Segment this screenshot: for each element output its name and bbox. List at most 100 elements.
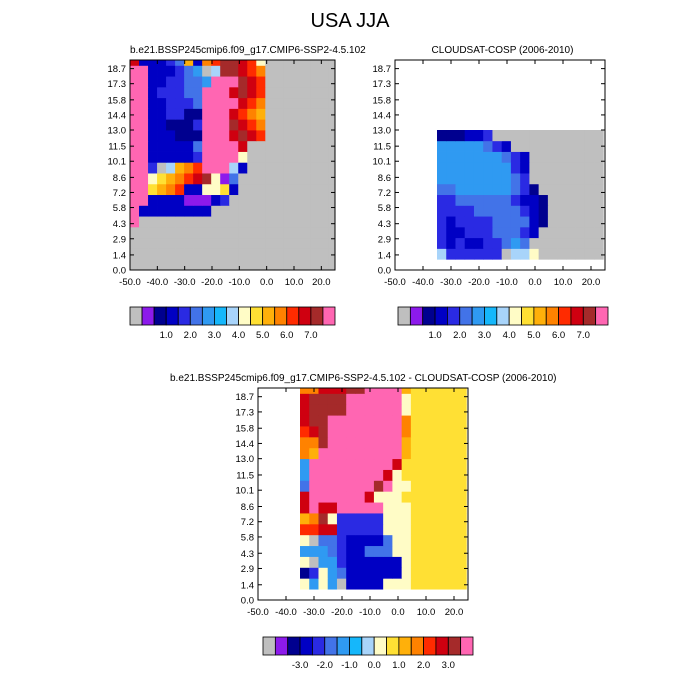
heatmap-cell — [301, 173, 311, 185]
heatmap-cell — [538, 183, 549, 196]
heatmap-cell — [520, 151, 530, 163]
heatmap-cell — [238, 151, 248, 163]
heatmap-cell — [464, 248, 475, 260]
y-tick-label: 18.7 — [373, 64, 392, 75]
heatmap-cell — [547, 162, 558, 174]
heatmap-cell — [392, 458, 403, 470]
colorbar-box — [298, 306, 312, 326]
heatmap-cell — [193, 248, 203, 260]
heatmap-cell — [202, 248, 212, 260]
heatmap-cell — [584, 173, 595, 185]
colorbar-box — [141, 306, 155, 326]
heatmap-cell — [483, 216, 493, 228]
heatmap-cell — [401, 415, 412, 427]
heatmap-cell — [373, 415, 384, 427]
heatmap-cell — [392, 415, 403, 427]
heatmap-cell — [247, 97, 257, 109]
heatmap-cell — [438, 578, 449, 590]
heatmap-cell — [566, 226, 576, 239]
heatmap-cell — [447, 458, 458, 470]
x-tick-label: 20.0 — [582, 277, 601, 288]
heatmap-cell — [447, 567, 458, 579]
heatmap-cell — [211, 248, 221, 260]
heatmap-cell — [157, 162, 167, 174]
heatmap-cell — [464, 226, 475, 239]
heatmap-cell — [346, 436, 356, 449]
heatmap-cell — [292, 65, 302, 77]
heatmap-cell — [202, 108, 212, 120]
heatmap-cell — [327, 393, 338, 405]
heatmap-cell — [447, 545, 458, 557]
heatmap-cell — [457, 447, 467, 460]
heatmap-cell — [148, 140, 158, 152]
heatmap-cell — [364, 393, 375, 405]
heatmap-cell — [229, 216, 239, 228]
heatmap-cell — [420, 404, 430, 416]
heatmap-cell — [547, 140, 558, 152]
heatmap-cell — [256, 65, 266, 77]
heatmap-cell — [373, 458, 384, 470]
heatmap-cell — [283, 65, 293, 77]
x-tick-label: -40.0 — [412, 277, 434, 288]
colorbar-label: 1.0 — [392, 660, 405, 671]
heatmap-cell — [538, 173, 549, 185]
y-tick-label: 10.1 — [108, 157, 127, 168]
heatmap-cell — [575, 216, 586, 228]
heatmap-cell — [166, 151, 176, 163]
heatmap-cell — [211, 140, 221, 152]
heatmap-cell — [364, 436, 375, 449]
heatmap-cell — [437, 205, 447, 217]
heatmap-cell — [355, 523, 366, 536]
heatmap-cell — [229, 226, 239, 239]
heatmap-cell — [464, 130, 475, 142]
chart-title-model: b.e21.BSSP245cmip6.f09_g17.CMIP6-SSP2-4.… — [130, 45, 366, 56]
heatmap-cell — [220, 226, 230, 239]
heatmap-cell — [309, 578, 319, 590]
heatmap-cell — [310, 76, 320, 88]
heatmap-cell — [392, 436, 403, 449]
heatmap-cell — [220, 97, 230, 109]
heatmap-cell — [202, 97, 212, 109]
heatmap-cell — [184, 151, 194, 163]
heatmap-cell — [175, 151, 185, 163]
y-tick-label: 1.4 — [241, 580, 254, 591]
heatmap-cell — [455, 194, 466, 206]
heatmap-cell — [446, 162, 456, 174]
heatmap-cell — [238, 97, 248, 109]
heatmap-cell — [139, 108, 149, 120]
heatmap-cell — [175, 259, 185, 271]
heatmap-cell — [175, 183, 185, 196]
heatmap-cell — [410, 578, 421, 590]
heatmap-cell — [274, 108, 284, 120]
heatmap-cell — [355, 426, 366, 438]
y-tick-label: 2.9 — [113, 234, 126, 245]
colorbar-box — [286, 306, 300, 326]
heatmap-cell — [309, 404, 319, 416]
heatmap-cell — [420, 534, 430, 547]
heatmap-cell — [318, 567, 329, 579]
heatmap-cell — [392, 480, 403, 492]
heatmap-cell — [438, 388, 449, 394]
heatmap-cell — [319, 60, 329, 66]
x-tick-label: -10.0 — [229, 277, 251, 288]
heatmap-cell — [292, 86, 302, 99]
heatmap-cell — [220, 205, 230, 217]
heatmap-cell — [309, 415, 319, 427]
heatmap-cell — [274, 162, 284, 174]
y-tick-label: 13.0 — [373, 126, 392, 137]
heatmap-cell — [401, 404, 412, 416]
heatmap-cell — [265, 216, 275, 228]
heatmap-cell — [438, 513, 449, 525]
heatmap-cell — [373, 567, 384, 579]
heatmap-cell — [166, 173, 176, 185]
heatmap-cell — [274, 119, 284, 131]
heatmap-cell — [283, 97, 293, 109]
heatmap-cell — [166, 248, 176, 260]
heatmap-cell — [157, 173, 167, 185]
heatmap-cell — [130, 86, 140, 99]
heatmap-cell — [283, 119, 293, 131]
heatmap-cell — [319, 226, 329, 239]
heatmap-cell — [300, 567, 310, 579]
colorbar-box — [201, 306, 215, 326]
heatmap-cell — [318, 513, 329, 525]
